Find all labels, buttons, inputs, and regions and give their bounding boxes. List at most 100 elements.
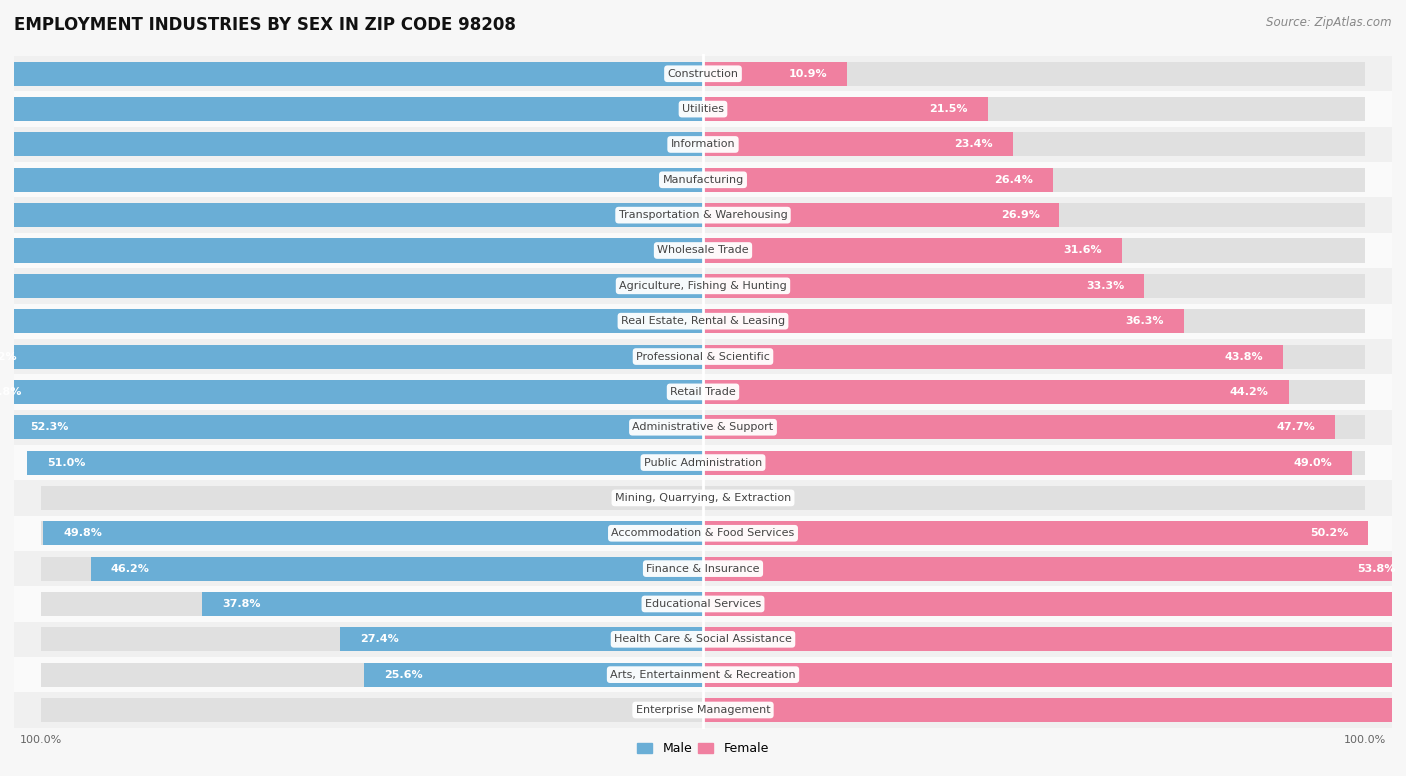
Text: 55.8%: 55.8%	[0, 387, 22, 397]
Bar	[703, 521, 1368, 546]
Bar	[14, 374, 1392, 410]
Text: 49.8%: 49.8%	[63, 528, 103, 539]
Bar	[44, 521, 703, 546]
Bar	[14, 92, 1392, 126]
Bar	[41, 592, 703, 616]
Bar	[703, 415, 1334, 439]
Bar	[703, 556, 1365, 580]
Bar	[41, 451, 703, 475]
Bar	[703, 238, 1365, 262]
Bar	[703, 521, 1365, 546]
Bar	[364, 663, 703, 687]
Bar	[0, 309, 703, 333]
Text: 53.8%: 53.8%	[1358, 563, 1396, 573]
Text: Source: ZipAtlas.com: Source: ZipAtlas.com	[1267, 16, 1392, 29]
Text: 49.0%: 49.0%	[1294, 458, 1333, 468]
Text: Accommodation & Food Services: Accommodation & Food Services	[612, 528, 794, 539]
Legend: Male, Female: Male, Female	[633, 737, 773, 760]
Bar	[703, 309, 1365, 333]
Bar	[0, 238, 703, 262]
Bar	[703, 415, 1365, 439]
Bar	[703, 345, 1365, 369]
Bar	[703, 168, 1053, 192]
Text: 46.2%: 46.2%	[111, 563, 149, 573]
Bar	[703, 451, 1353, 475]
Bar	[703, 698, 1365, 722]
Bar	[41, 309, 703, 333]
Bar	[14, 410, 1392, 445]
Text: Educational Services: Educational Services	[645, 599, 761, 609]
Bar	[0, 168, 703, 192]
Text: 56.2%: 56.2%	[0, 352, 17, 362]
Bar	[703, 133, 1014, 157]
Bar	[703, 203, 1365, 227]
Bar	[14, 339, 1392, 374]
Text: Construction: Construction	[668, 69, 738, 78]
Bar	[41, 238, 703, 262]
Bar	[14, 126, 1392, 162]
Bar	[703, 556, 1406, 580]
Text: Administrative & Support: Administrative & Support	[633, 422, 773, 432]
Text: 37.8%: 37.8%	[222, 599, 260, 609]
Text: 27.4%: 27.4%	[360, 634, 399, 644]
Bar	[0, 274, 703, 298]
Bar	[703, 62, 1365, 86]
Text: 25.6%: 25.6%	[384, 670, 422, 680]
Text: 51.0%: 51.0%	[48, 458, 86, 468]
Text: Transportation & Warehousing: Transportation & Warehousing	[619, 210, 787, 220]
Bar	[703, 698, 1406, 722]
Bar	[703, 627, 1406, 651]
Text: 50.2%: 50.2%	[1310, 528, 1348, 539]
Text: 31.6%: 31.6%	[1063, 245, 1102, 255]
Bar	[14, 515, 1392, 551]
Bar	[41, 133, 703, 157]
Bar	[14, 622, 1392, 657]
Bar	[703, 274, 1365, 298]
Bar	[703, 133, 1365, 157]
Bar	[703, 451, 1365, 475]
Bar	[703, 592, 1365, 616]
Bar	[41, 521, 703, 546]
Text: 36.3%: 36.3%	[1126, 316, 1164, 326]
Bar	[41, 486, 703, 510]
Bar	[340, 627, 703, 651]
Bar	[703, 627, 1365, 651]
Bar	[14, 56, 1392, 92]
Text: 33.3%: 33.3%	[1085, 281, 1125, 291]
Bar	[202, 592, 703, 616]
Text: Mining, Quarrying, & Extraction: Mining, Quarrying, & Extraction	[614, 493, 792, 503]
Bar	[10, 415, 703, 439]
Bar	[703, 62, 848, 86]
Bar	[41, 168, 703, 192]
Bar	[41, 274, 703, 298]
Bar	[41, 62, 703, 86]
Text: Information: Information	[671, 140, 735, 150]
Bar	[703, 203, 1059, 227]
Text: 26.4%: 26.4%	[994, 175, 1033, 185]
Bar	[14, 162, 1392, 197]
Bar	[0, 62, 703, 86]
Bar	[14, 197, 1392, 233]
Bar	[703, 309, 1184, 333]
Bar	[0, 380, 703, 404]
Bar	[0, 345, 703, 369]
Bar	[41, 97, 703, 121]
Text: Real Estate, Rental & Leasing: Real Estate, Rental & Leasing	[621, 316, 785, 326]
Bar	[14, 587, 1392, 622]
Text: 23.4%: 23.4%	[955, 140, 993, 150]
Text: 52.3%: 52.3%	[30, 422, 69, 432]
Bar	[14, 268, 1392, 303]
Text: 10.9%: 10.9%	[789, 69, 828, 78]
Bar	[703, 97, 1365, 121]
Bar	[41, 415, 703, 439]
Bar	[41, 698, 703, 722]
Bar	[703, 97, 988, 121]
Text: 43.8%: 43.8%	[1225, 352, 1264, 362]
Text: Manufacturing: Manufacturing	[662, 175, 744, 185]
Text: Professional & Scientific: Professional & Scientific	[636, 352, 770, 362]
Bar	[703, 168, 1365, 192]
Bar	[0, 203, 703, 227]
Bar	[703, 274, 1144, 298]
Text: 44.2%: 44.2%	[1230, 387, 1268, 397]
Bar	[41, 380, 703, 404]
